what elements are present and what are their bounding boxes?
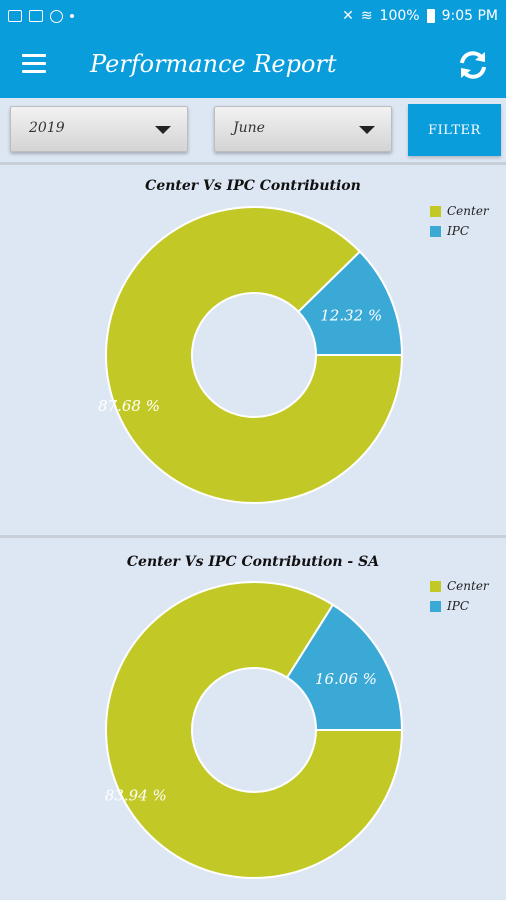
- chart-legend-1: Center IPC: [430, 201, 489, 241]
- donut-slice-ipc: [285, 603, 404, 731]
- chart-title-1: Center Vs IPC Contribution: [145, 178, 361, 194]
- year-dropdown-arrow-icon: [155, 126, 171, 134]
- filter-button[interactable]: FILTER: [408, 104, 501, 156]
- mute-icon: ✕: [342, 8, 354, 24]
- chart-legend-2: Center IPC: [430, 576, 489, 616]
- blocked-icon: [50, 9, 63, 23]
- battery-percent: 100%: [379, 8, 420, 24]
- menu-icon[interactable]: [20, 52, 50, 78]
- status-right-icons: ✕ ≋ 100% 9:05 PM: [342, 8, 498, 24]
- month-dropdown-arrow-icon: [359, 126, 375, 134]
- page-title: Performance Report: [90, 50, 337, 78]
- app-bar: Performance Report: [0, 32, 506, 98]
- divider-top: [0, 162, 506, 165]
- legend-item-center: Center: [430, 576, 489, 596]
- chart-title-2: Center Vs IPC Contribution - SA: [126, 554, 380, 570]
- month-select-value: June: [233, 120, 265, 136]
- legend-swatch-ipc: [430, 600, 441, 612]
- status-bar: ✕ ≋ 100% 9:05 PM: [0, 0, 506, 32]
- legend-label-ipc: IPC: [447, 599, 469, 613]
- slice-label-center: 87.68 %: [98, 397, 160, 415]
- donut-slice-center: [105, 206, 404, 504]
- legend-label-ipc: IPC: [447, 224, 469, 238]
- year-select[interactable]: 2019: [10, 106, 188, 152]
- legend-label-center: Center: [447, 204, 489, 218]
- clock: 9:05 PM: [441, 8, 498, 24]
- divider-middle: [0, 535, 506, 538]
- legend-item-ipc: IPC: [430, 221, 489, 241]
- donut-chart-2: 16.06 % 83.94 %: [105, 581, 404, 879]
- status-left-icons: [8, 9, 74, 23]
- image-notification-icon: [8, 10, 22, 22]
- slice-label-ipc: 16.06 %: [315, 670, 377, 688]
- dot-icon: [70, 14, 74, 18]
- slice-label-ipc: 12.32 %: [320, 306, 382, 324]
- slice-label-center: 83.94 %: [105, 786, 167, 804]
- legend-label-center: Center: [447, 579, 489, 593]
- document-notification-icon: [29, 10, 43, 22]
- legend-swatch-center: [430, 205, 441, 217]
- legend-swatch-ipc: [430, 225, 441, 237]
- wifi-signal-icon: ≋: [360, 8, 373, 24]
- legend-item-center: Center: [430, 201, 489, 221]
- year-select-value: 2019: [29, 120, 65, 136]
- month-select[interactable]: June: [214, 106, 392, 152]
- legend-swatch-center: [430, 580, 441, 592]
- refresh-icon[interactable]: [454, 46, 492, 84]
- donut-slice-center: [105, 581, 404, 879]
- legend-item-ipc: IPC: [430, 596, 489, 616]
- donut-chart-1: 12.32 % 87.68 %: [98, 206, 404, 504]
- battery-icon: [426, 9, 435, 23]
